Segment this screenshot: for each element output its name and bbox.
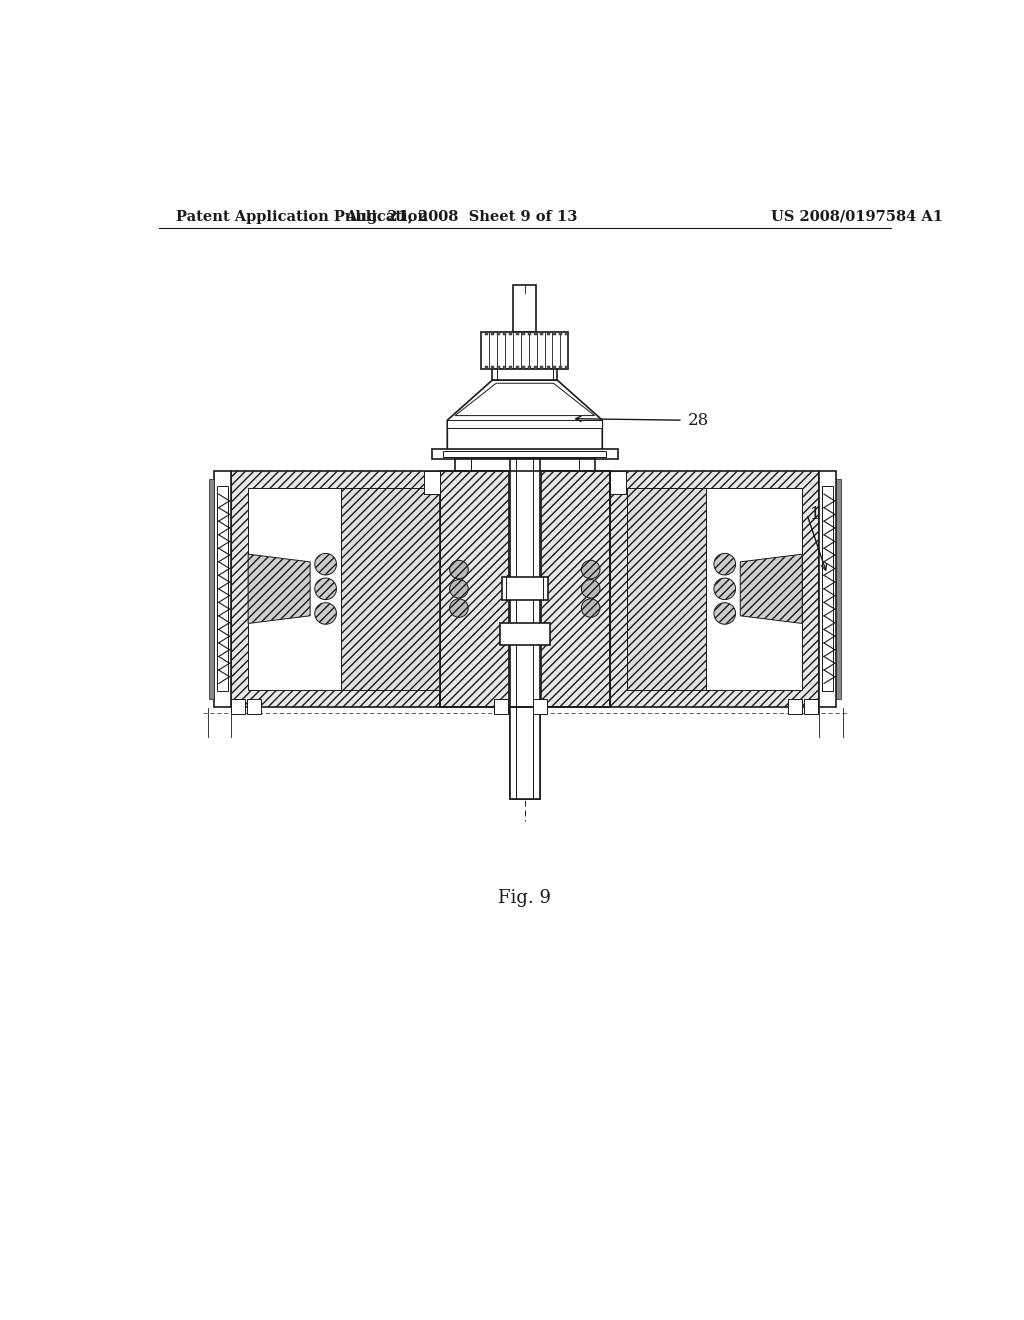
Bar <box>509 331 512 335</box>
Bar <box>822 487 834 692</box>
Bar <box>627 488 802 689</box>
Bar <box>515 366 518 368</box>
Circle shape <box>314 553 337 576</box>
Bar <box>231 700 245 714</box>
Bar <box>532 700 547 714</box>
Bar <box>559 366 562 368</box>
Bar <box>819 471 837 706</box>
Bar <box>610 471 819 706</box>
Bar <box>541 471 610 706</box>
Bar <box>559 331 562 335</box>
Text: 28: 28 <box>687 412 709 429</box>
Bar <box>494 700 508 714</box>
Bar <box>804 700 818 714</box>
Text: Patent Application Publication: Patent Application Publication <box>176 210 428 224</box>
Bar <box>553 331 556 335</box>
Circle shape <box>314 603 337 624</box>
Text: Aug. 21, 2008  Sheet 9 of 13: Aug. 21, 2008 Sheet 9 of 13 <box>345 210 578 224</box>
Bar <box>510 459 540 799</box>
Bar <box>231 471 440 706</box>
Circle shape <box>450 579 468 598</box>
Bar <box>515 331 518 335</box>
Bar <box>503 331 506 335</box>
Bar <box>541 331 544 335</box>
Bar <box>424 471 439 494</box>
Circle shape <box>714 603 735 624</box>
Bar <box>610 471 626 494</box>
Bar <box>547 366 550 368</box>
Circle shape <box>714 553 735 576</box>
Bar <box>565 331 568 335</box>
Bar <box>503 366 506 368</box>
Bar <box>521 331 525 335</box>
Text: Fig. 9: Fig. 9 <box>499 888 551 907</box>
Bar <box>455 459 595 471</box>
Bar <box>535 331 538 335</box>
Bar <box>209 479 214 700</box>
Bar <box>447 420 602 428</box>
Bar <box>535 366 538 368</box>
Bar <box>788 700 802 714</box>
Bar <box>500 623 550 645</box>
Bar <box>493 368 557 380</box>
Bar <box>248 488 423 689</box>
Bar <box>443 451 606 457</box>
Bar <box>521 366 525 368</box>
Bar <box>439 471 610 706</box>
Bar <box>547 331 550 335</box>
Circle shape <box>582 560 600 578</box>
Bar <box>217 487 228 692</box>
Circle shape <box>582 599 600 618</box>
Bar <box>247 700 260 714</box>
Bar <box>484 366 487 368</box>
Bar <box>481 331 568 368</box>
Circle shape <box>450 599 468 618</box>
Bar <box>497 366 500 368</box>
Circle shape <box>582 579 600 598</box>
Bar <box>627 488 707 689</box>
Bar <box>490 366 494 368</box>
Text: 1: 1 <box>810 506 820 523</box>
Bar <box>439 471 509 706</box>
Bar <box>541 366 544 368</box>
Bar <box>837 479 841 700</box>
Bar <box>497 331 500 335</box>
Bar <box>509 366 512 368</box>
Bar <box>528 366 531 368</box>
Text: US 2008/0197584 A1: US 2008/0197584 A1 <box>771 210 943 224</box>
Bar <box>510 706 540 799</box>
Polygon shape <box>447 380 602 457</box>
Bar <box>214 471 231 706</box>
Bar <box>528 331 531 335</box>
Bar <box>502 577 548 601</box>
Bar <box>490 331 494 335</box>
Polygon shape <box>248 554 310 623</box>
Circle shape <box>450 560 468 578</box>
Bar <box>432 449 617 459</box>
Polygon shape <box>740 554 802 623</box>
Bar <box>484 331 487 335</box>
Bar <box>565 366 568 368</box>
Circle shape <box>314 578 337 599</box>
Polygon shape <box>455 383 595 416</box>
Bar <box>553 366 556 368</box>
Circle shape <box>714 578 735 599</box>
Bar <box>513 285 537 331</box>
Bar <box>341 488 439 689</box>
